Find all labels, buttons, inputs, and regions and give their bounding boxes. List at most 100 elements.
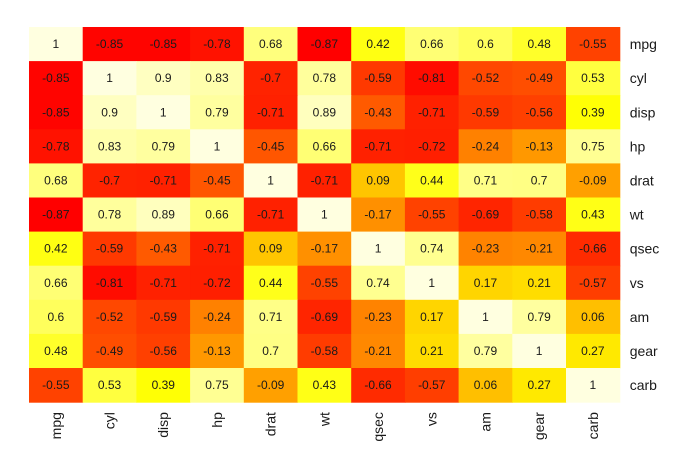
column-label-qsec: qsec [370,412,386,442]
cell-value-cyl-gear: -0.49 [525,71,553,85]
cell-drat-cyl [82,163,137,199]
cell-value-disp-cyl: 0.9 [101,105,118,119]
cell-disp-wt [297,95,352,130]
cell-qsec-hp [190,231,245,267]
cell-vs-wt [297,265,352,301]
cell-wt-vs [404,197,460,233]
cell-disp-qsec [351,95,406,130]
cell-value-vs-drat: 0.44 [259,276,283,290]
cell-value-gear-gear: 1 [536,344,543,358]
cell-value-mpg-carb: -0.55 [579,37,607,51]
cell-mpg-disp [136,27,191,62]
cell-carb-wt [297,368,352,403]
cell-hp-hp [190,129,245,164]
cell-hp-mpg [29,129,84,164]
cell-cyl-gear [512,61,567,96]
cell-value-carb-drat: -0.09 [257,378,285,392]
heatmap-cell-labels: 1 -0.85 -0.85 -0.78 0.68 -0.87 0.42 0.66 0.6 0.48… [42,37,607,392]
cell-value-gear-hp: -0.13 [203,344,231,358]
cell-value-disp-gear: -0.56 [525,105,553,119]
cell-value-drat-cyl: -0.7 [99,173,120,187]
cell-value-mpg-am: 0.6 [477,37,494,51]
cell-value-mpg-cyl: -0.85 [96,37,124,51]
cell-value-am-carb: 0.06 [581,310,605,324]
cell-qsec-am [458,231,513,267]
cell-value-vs-gear: 0.21 [527,276,551,290]
cell-value-gear-drat: 0.7 [262,344,279,358]
cell-hp-wt [297,129,352,164]
cell-qsec-disp [136,231,191,267]
cell-mpg-mpg [29,27,84,62]
cell-value-hp-qsec: -0.71 [364,139,392,153]
cell-cyl-vs [404,61,460,96]
cell-value-disp-drat: -0.71 [257,105,285,119]
cell-hp-disp [136,129,191,164]
cell-value-hp-gear: -0.13 [525,139,553,153]
cell-value-cyl-vs: -0.81 [418,71,446,85]
cell-value-cyl-hp: 0.83 [205,71,229,85]
cell-value-am-wt: -0.69 [311,310,339,324]
cell-mpg-qsec [351,27,406,62]
cell-qsec-gear [512,231,567,267]
cell-value-gear-qsec: -0.21 [364,344,392,358]
cell-value-wt-mpg: -0.87 [42,208,70,222]
cell-value-cyl-mpg: -0.85 [42,71,70,85]
column-label-wt: wt [316,412,332,427]
cell-value-drat-am: 0.71 [474,173,498,187]
cell-value-mpg-mpg: 1 [53,37,60,51]
cell-value-am-qsec: -0.23 [364,310,392,324]
cell-carb-hp [190,368,245,403]
cell-value-hp-drat: -0.45 [257,139,285,153]
cell-gear-drat [243,333,299,369]
cell-value-am-mpg: 0.6 [48,310,65,324]
cell-value-carb-qsec: -0.66 [364,378,392,392]
cell-vs-am [458,265,513,301]
cell-value-am-am: 1 [482,310,489,324]
cell-mpg-hp [190,27,245,62]
cell-carb-mpg [29,368,84,403]
cell-drat-hp [190,163,245,199]
cell-value-disp-qsec: -0.43 [364,105,392,119]
cell-value-hp-cyl: 0.83 [98,139,122,153]
cell-value-am-gear: 0.79 [527,310,551,324]
cell-am-wt [297,299,352,335]
cell-disp-am [458,95,513,130]
cell-disp-disp [136,95,191,130]
cell-cyl-disp [136,61,191,96]
cell-wt-qsec [351,197,406,233]
cell-value-drat-wt: -0.71 [311,173,339,187]
cell-value-vs-wt: -0.55 [311,276,339,290]
cell-hp-qsec [351,129,406,164]
row-label-mpg: mpg [630,36,657,52]
cell-value-gear-vs: 0.21 [420,344,444,358]
column-label-carb: carb [585,412,601,439]
cell-value-drat-drat: 1 [267,173,274,187]
cell-qsec-wt [297,231,352,267]
row-label-gear: gear [630,343,658,359]
cell-vs-disp [136,265,191,301]
cell-drat-carb [566,163,621,199]
cell-mpg-wt [297,27,352,62]
cell-value-drat-qsec: 0.09 [366,173,390,187]
cell-value-am-hp: -0.24 [203,310,231,324]
cell-value-am-vs: 0.17 [420,310,444,324]
cell-mpg-carb [566,27,621,62]
cell-cyl-cyl [82,61,137,96]
cell-value-drat-hp: -0.45 [203,173,231,187]
cell-value-carb-mpg: -0.55 [42,378,70,392]
cell-hp-vs [404,129,460,164]
cell-value-qsec-wt: -0.17 [311,242,339,256]
row-label-cyl: cyl [630,70,647,86]
row-labels: mpg cyl disp hp drat wt qsec vs am gear carb [629,36,660,393]
cell-gear-mpg [29,333,84,369]
cell-value-qsec-drat: 0.09 [259,242,283,256]
cell-carb-qsec [351,368,406,403]
column-label-am: am [477,412,493,431]
cell-vs-carb [566,265,621,301]
cell-value-mpg-vs: 0.66 [420,37,444,51]
cell-value-mpg-drat: 0.68 [259,37,283,51]
cell-value-drat-disp: -0.71 [150,173,178,187]
cell-vs-gear [512,265,567,301]
cell-value-wt-carb: 0.43 [581,208,605,222]
cell-disp-cyl [82,95,137,130]
